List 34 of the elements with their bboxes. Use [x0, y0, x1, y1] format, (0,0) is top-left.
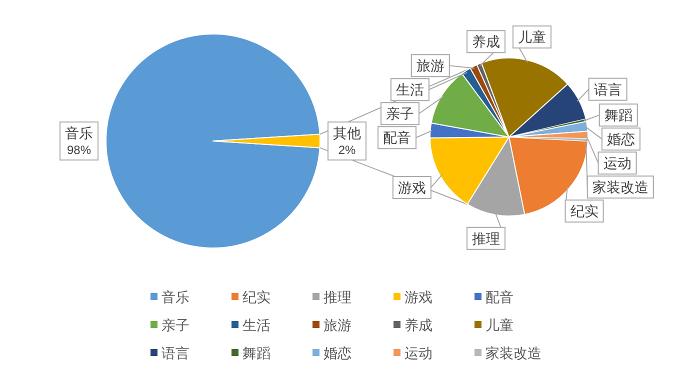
legend-label: 纪实: [242, 289, 270, 305]
slice-label: 家装改造: [592, 179, 648, 196]
slice-label: 其他: [333, 125, 361, 141]
legend-label: 推理: [324, 289, 352, 305]
slice-label: 生活: [396, 82, 424, 98]
legend-label: 游戏: [404, 289, 432, 305]
data-label: 98%: [66, 143, 92, 157]
legend-label: 生活: [242, 317, 270, 333]
pie-slice: [106, 34, 320, 248]
legend-label: 旅游: [324, 317, 352, 333]
legend-label: 运动: [404, 345, 432, 361]
legend-label: 音乐: [162, 289, 190, 305]
slice-label: 亲子: [386, 106, 414, 122]
legend-label: 亲子: [162, 317, 190, 333]
legend-label: 家装改造: [486, 345, 542, 361]
slice-label: 音乐: [65, 125, 93, 141]
slice-label: 婚恋: [606, 131, 635, 148]
data-label: 2%: [338, 143, 356, 157]
legend-label: 儿童: [486, 317, 514, 333]
slice-label: 推理: [472, 230, 500, 246]
slice-label: 游戏: [398, 180, 426, 196]
slice-label: 旅游: [416, 58, 444, 74]
legend-label: 配音: [486, 289, 514, 305]
slice-label: 运动: [603, 155, 632, 172]
legend-label: 舞蹈: [242, 345, 270, 361]
legend-label: 婚恋: [324, 345, 352, 361]
slice-label: 配音: [383, 130, 411, 146]
slice-label: 儿童: [518, 28, 546, 45]
slice-label: 纪实: [570, 203, 598, 220]
slice-label: 舞蹈: [604, 107, 632, 124]
slice-label: 语言: [594, 81, 622, 98]
legend-label: 语言: [162, 345, 190, 361]
legend-label: 养成: [404, 317, 432, 333]
slice-label: 养成: [472, 34, 500, 50]
